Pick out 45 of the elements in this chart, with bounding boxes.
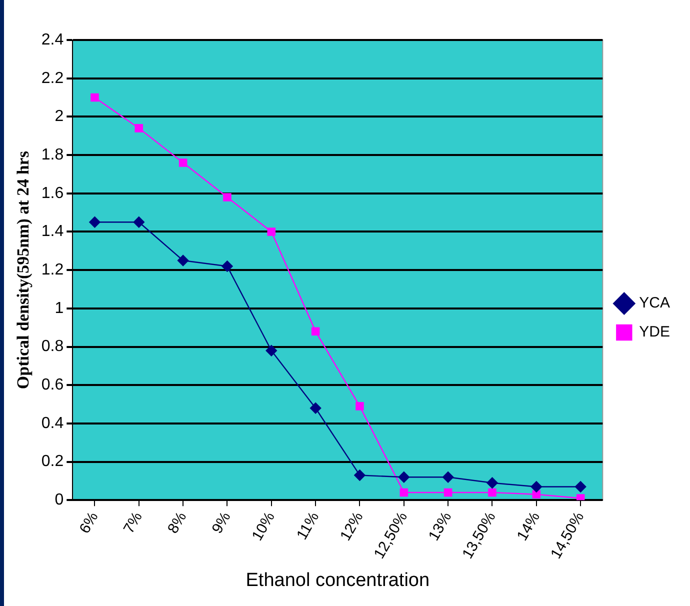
y-tick-label: 1.6 bbox=[41, 184, 64, 202]
y-tick-label: 0.8 bbox=[41, 338, 64, 356]
y-tick-label: 1 bbox=[54, 300, 64, 317]
point bbox=[90, 93, 99, 102]
y-tick-label: 1.8 bbox=[41, 146, 64, 164]
x-tick-label: 9% bbox=[208, 509, 234, 536]
legend-label: YDE bbox=[639, 324, 670, 341]
point bbox=[486, 477, 498, 488]
point bbox=[532, 490, 541, 499]
y-axis-title: Optical density(595nm) at 24 hrs bbox=[14, 150, 33, 390]
point bbox=[133, 216, 144, 228]
y-tick-label: 0.4 bbox=[41, 414, 64, 432]
point bbox=[178, 158, 188, 167]
point bbox=[222, 260, 233, 272]
y-tick-label: 1.4 bbox=[41, 223, 64, 240]
point bbox=[354, 470, 366, 481]
point bbox=[134, 124, 144, 132]
y-tick-label: 0.6 bbox=[41, 376, 64, 394]
y-tick-label: 2 bbox=[54, 108, 64, 126]
point bbox=[530, 481, 542, 492]
point bbox=[576, 494, 585, 500]
x-tick-label: 8% bbox=[164, 509, 190, 536]
point bbox=[442, 472, 454, 483]
point bbox=[311, 327, 320, 336]
y-tick-label: 2.4 bbox=[41, 31, 64, 48]
y-tick-label: 2.2 bbox=[41, 70, 64, 87]
point bbox=[444, 488, 452, 497]
x-tick-label: 6% bbox=[76, 509, 102, 536]
x-axis-title: Ethanol concentration bbox=[246, 570, 430, 591]
point bbox=[266, 344, 277, 356]
point bbox=[356, 402, 364, 410]
point bbox=[488, 488, 496, 497]
point bbox=[89, 216, 100, 228]
point bbox=[400, 488, 408, 497]
y-tick-label: 0 bbox=[54, 492, 64, 509]
x-tick-label: 7% bbox=[120, 509, 146, 536]
y-tick-label: 1.2 bbox=[41, 261, 64, 278]
legend-label: YCA bbox=[639, 294, 670, 312]
point bbox=[310, 402, 322, 414]
point bbox=[267, 228, 276, 236]
y-tick-label: 0.2 bbox=[41, 453, 64, 470]
point bbox=[574, 481, 586, 492]
point bbox=[223, 193, 232, 202]
point bbox=[398, 472, 410, 483]
point bbox=[177, 254, 189, 266]
